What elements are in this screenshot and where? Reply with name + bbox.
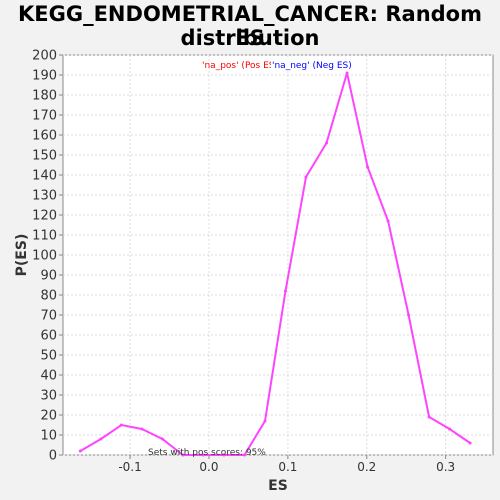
- chart-title-line-2: distribution: [180, 26, 320, 50]
- series-layer: [78, 71, 472, 457]
- y-tick-label: 160: [32, 129, 57, 144]
- y-tick-label: 110: [32, 229, 57, 244]
- x-axis-ticks: -0.1 0.0 0.1 0.2 0.3: [118, 455, 455, 474]
- series-point: [304, 175, 308, 179]
- y-tick-label: 30: [40, 389, 57, 404]
- x-tick-label: 0.3: [436, 460, 455, 474]
- series-point: [201, 453, 205, 457]
- series-point: [448, 427, 452, 431]
- y-tick-label: 60: [40, 329, 57, 344]
- legend: 'na_pos' (Pos ES)'na_neg' (Neg ES): [202, 58, 361, 71]
- pos-scores-annotation: Sets with pos scores: 95%: [148, 448, 266, 458]
- y-tick-label: 140: [32, 169, 57, 184]
- series-point: [140, 427, 144, 431]
- series-point: [160, 437, 164, 441]
- series-point: [78, 449, 82, 453]
- y-tick-label: 120: [32, 209, 57, 224]
- series-point: [386, 219, 390, 223]
- y-tick-label: 40: [40, 369, 57, 384]
- y-tick-label: 170: [32, 109, 57, 124]
- series-point: [181, 453, 185, 457]
- x-tick-label: -0.1: [118, 460, 141, 474]
- legend-entry-pos: 'na_pos' (Pos ES): [202, 61, 278, 71]
- y-axis-label: P(ES): [14, 234, 30, 277]
- y-axis-ticks: 0 10 20 30 40 50 60 70 80 90 100 110 120 130 140 150 160…: [32, 49, 63, 464]
- y-tick-label: 70: [40, 309, 57, 324]
- legend-entry-neg: 'na_neg' (Neg ES): [272, 61, 352, 71]
- y-tick-label: 0: [49, 449, 57, 464]
- series-point: [119, 423, 123, 427]
- y-tick-label: 90: [40, 269, 57, 284]
- series-point: [407, 313, 411, 317]
- y-tick-label: 180: [32, 89, 57, 104]
- y-tick-label: 130: [32, 189, 57, 204]
- x-tick-label: 0.0: [199, 460, 218, 474]
- series-point: [325, 141, 329, 145]
- y-tick-label: 190: [32, 69, 57, 84]
- x-tick-label: 0.2: [357, 460, 376, 474]
- series-point: [99, 437, 103, 441]
- series-point: [222, 453, 226, 457]
- x-axis-label: ES: [268, 478, 288, 494]
- y-tick-label: 10: [40, 429, 57, 444]
- series-point: [468, 441, 472, 445]
- series-point: [283, 289, 287, 293]
- y-tick-label: 20: [40, 409, 57, 424]
- series-point: [242, 453, 246, 457]
- y-tick-label: 50: [40, 349, 57, 364]
- series-point: [427, 415, 431, 419]
- y-tick-label: 100: [32, 249, 57, 264]
- series-point: [366, 165, 370, 169]
- series-point: [263, 419, 267, 423]
- chart-title-line-1: KEGG_ENDOMETRIAL_CANCER: Random ES: [18, 2, 482, 50]
- y-tick-label: 150: [32, 149, 57, 164]
- y-tick-label: 200: [32, 49, 57, 64]
- series-point: [345, 71, 349, 75]
- x-tick-label: 0.1: [278, 460, 297, 474]
- y-tick-label: 80: [40, 289, 57, 304]
- gridlines: [63, 54, 493, 456]
- series-line: [79, 72, 471, 456]
- legend-entry-neg-background: [271, 58, 361, 71]
